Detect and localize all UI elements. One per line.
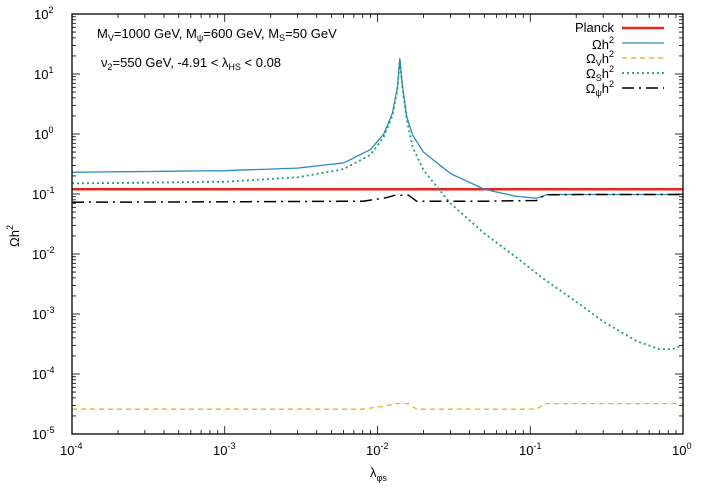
x-tick-label: 10-4 [60, 441, 82, 458]
parameter-annotation-couplings: ν2=550 GeV, -4.91 < λHS < 0.08 [101, 55, 281, 72]
y-tick-label: 10-4 [32, 365, 54, 382]
y-tick-label: 10-2 [32, 245, 54, 262]
vector-relic-line [72, 403, 683, 410]
x-tick-label: 10-1 [519, 441, 541, 458]
y-tick-label: 10-5 [32, 425, 54, 442]
legend: Planck Ωh2 ΩVh2 ΩSh2 Ωψh2 [575, 20, 664, 98]
x-tick-labels: 10-4 10-3 10-2 10-1 100 [60, 441, 691, 458]
legend-label-vector: ΩVh2 [586, 49, 614, 68]
x-axis-label: λφs [370, 465, 387, 483]
scalar-relic-line [71, 59, 684, 351]
fermion-relic-line [71, 193, 683, 203]
plot-curves [71, 58, 684, 410]
legend-label-fermion: Ωψh2 [586, 79, 614, 98]
axis-ticks [71, 13, 684, 435]
y-axis-label: Ωh2 [5, 225, 22, 247]
legend-label-scalar: ΩSh2 [586, 64, 614, 83]
y-tick-label: 10-1 [32, 185, 54, 202]
y-tick-label: 10-3 [32, 305, 54, 322]
legend-label-planck: Planck [575, 20, 615, 35]
legend-label-total: Ωh2 [592, 35, 614, 52]
y-tick-label: 102 [34, 5, 53, 22]
parameter-annotation-masses: MV=1000 GeV, Mψ=600 GeV, MS=50 GeV [97, 26, 337, 43]
y-tick-label: 100 [34, 125, 53, 142]
y-tick-labels: 102 101 100 10-1 10-2 10-3 10-4 10-5 [32, 5, 54, 442]
x-tick-label: 10-3 [213, 441, 235, 458]
x-tick-label: 100 [672, 441, 691, 458]
y-tick-label: 101 [34, 65, 53, 82]
x-tick-label: 10-2 [366, 441, 388, 458]
